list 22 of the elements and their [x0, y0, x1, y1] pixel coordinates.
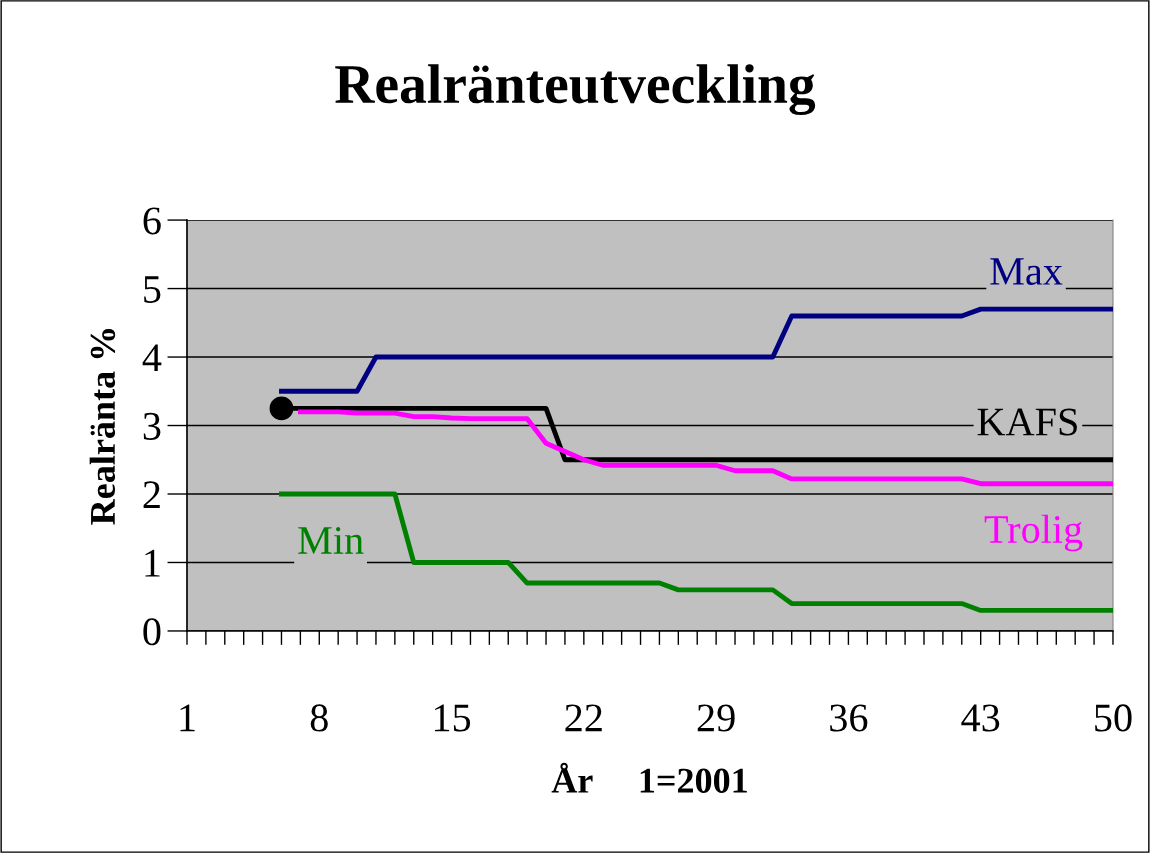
- y-tick-label: 0: [143, 618, 161, 646]
- x-tick-label: 1: [180, 704, 195, 732]
- x-tick-label: 50: [1095, 704, 1132, 732]
- y-tick-label: 1: [145, 549, 160, 577]
- series-label: Min: [298, 527, 364, 554]
- y-tick-label: 3: [143, 412, 161, 440]
- series-label: KAFS: [977, 408, 1077, 436]
- x-tick-label: 8: [310, 704, 328, 732]
- x-tick-label: 43: [961, 704, 1000, 732]
- x-tick-label: 15: [434, 704, 471, 732]
- y-tick-label: 5: [144, 276, 161, 303]
- series-label: Max: [990, 258, 1063, 285]
- y-tick-label: 4: [142, 344, 162, 372]
- x-tick-label: 22: [565, 704, 602, 732]
- chart-title: Realränteutveckling: [335, 64, 816, 115]
- series-label: Trolig: [984, 514, 1083, 552]
- x-tick-label: 36: [830, 704, 868, 732]
- x-tick-label: 29: [697, 704, 735, 732]
- y-axis-title: Realränta %: [89, 329, 116, 525]
- x-axis-title: År 1=2001: [551, 762, 747, 793]
- y-tick-label: 6: [143, 207, 161, 235]
- y-tick-label: 2: [143, 481, 160, 508]
